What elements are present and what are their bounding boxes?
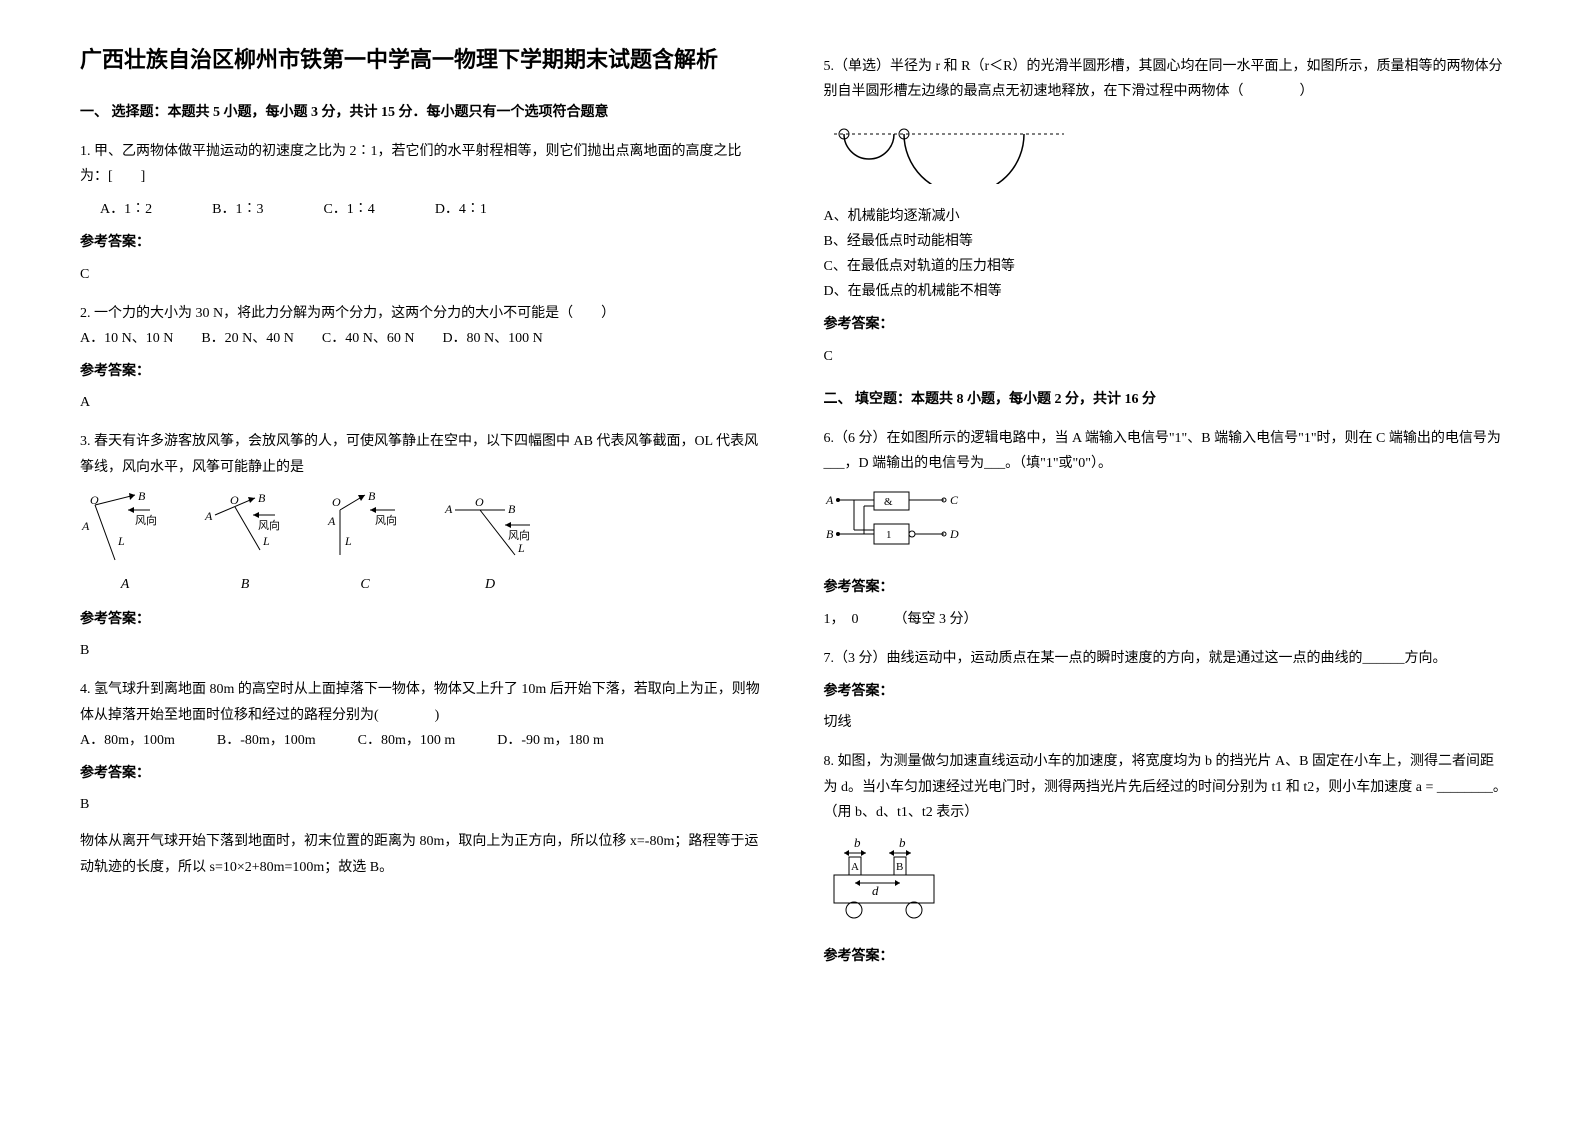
kite-d: A O B 风向 L D: [440, 490, 540, 597]
svg-text:A: A: [825, 493, 834, 507]
question-6: 6.（6 分）在如图所示的逻辑电路中，当 A 端输入电信号"1"、B 端输入电信…: [824, 426, 1508, 632]
q5-opt-c: C、在最低点对轨道的压力相等: [824, 254, 1508, 279]
q5-opt-a: A、机械能均逐渐减小: [824, 204, 1508, 229]
kite-b: O B 风向 A L B: [200, 490, 290, 597]
q5-text: 5.（单选）半径为 r 和 R（r＜R）的光滑半圆形槽，其圆心均在同一水平面上，…: [824, 54, 1508, 104]
q3-text: 3. 春天有许多游客放风筝，会放风筝的人，可使风筝静止在空中，以下四幅图中 AB…: [80, 429, 764, 479]
q4-text: 4. 氢气球升到离地面 80m 的高空时从上面掉落下一物体，物体又上升了 10m…: [80, 677, 764, 727]
q3-ans-label: 参考答案：: [80, 607, 764, 632]
q2-text: 2. 一个力的大小为 30 N，将此力分解为两个分力，这两个分力的大小不可能是（…: [80, 301, 764, 326]
svg-text:A: A: [851, 861, 859, 873]
q3-kite-diagrams: O B 风向 A L A O B: [80, 490, 764, 597]
q2-ans: A: [80, 390, 764, 415]
svg-text:风向: 风向: [375, 513, 397, 527]
svg-text:B: B: [138, 490, 146, 503]
q7-ans-label: 参考答案：: [824, 679, 1508, 704]
q2-ans-label: 参考答案：: [80, 359, 764, 384]
svg-text:风向: 风向: [258, 518, 280, 532]
q4-ans: B: [80, 792, 764, 817]
q1-opt-a: A．1∶2: [100, 197, 152, 222]
question-1: 1. 甲、乙两物体做平抛运动的初速度之比为 2∶1，若它们的水平射程相等，则它们…: [80, 139, 764, 287]
kite-d-svg: A O B 风向 L: [440, 490, 540, 570]
svg-text:B: B: [826, 527, 834, 541]
kite-a: O B 风向 A L A: [80, 490, 170, 597]
svg-text:b: b: [899, 835, 906, 850]
svg-text:d: d: [872, 883, 879, 898]
kite-c: O B 风向 A L C: [320, 490, 410, 597]
kite-d-label: D: [485, 572, 495, 597]
svg-text:&: &: [884, 496, 893, 508]
svg-text:A: A: [81, 519, 90, 533]
q7-text: 7.（3 分）曲线运动中，运动质点在某一点的瞬时速度的方向，就是通过这一点的曲线…: [824, 646, 1508, 671]
q5-opt-d: D、在最低点的机械能不相等: [824, 279, 1508, 304]
q1-text: 1. 甲、乙两物体做平抛运动的初速度之比为 2∶1，若它们的水平射程相等，则它们…: [80, 139, 764, 189]
q6-ans: 1， 0 （每空 3 分）: [824, 607, 1508, 632]
svg-text:L: L: [517, 541, 525, 555]
question-5: 5.（单选）半径为 r 和 R（r＜R）的光滑半圆形槽，其圆心均在同一水平面上，…: [824, 54, 1508, 369]
q5-ans: C: [824, 344, 1508, 369]
q3-ans: B: [80, 638, 764, 663]
q8-diagram: b b A B d: [824, 835, 1508, 934]
svg-text:D: D: [949, 527, 959, 541]
kite-c-svg: O B 风向 A L: [320, 490, 410, 570]
question-4: 4. 氢气球升到离地面 80m 的高空时从上面掉落下一物体，物体又上升了 10m…: [80, 677, 764, 879]
svg-text:L: L: [262, 534, 270, 548]
q1-ans: C: [80, 262, 764, 287]
svg-text:O: O: [475, 495, 484, 509]
q6-diagram: A & C B 1 D: [824, 486, 1508, 565]
q4-ans-label: 参考答案：: [80, 761, 764, 786]
q8-text: 8. 如图，为测量做匀加速直线运动小车的加速度，将宽度均为 b 的挡光片 A、B…: [824, 749, 1508, 825]
svg-text:L: L: [344, 534, 352, 548]
left-column: 广西壮族自治区柳州市铁第一中学高一物理下学期期末试题含解析 一、 选择题：本题共…: [50, 40, 794, 983]
q1-opt-c: C．1∶4: [323, 197, 374, 222]
svg-text:b: b: [854, 835, 861, 850]
kite-b-svg: O B 风向 A L: [200, 490, 290, 570]
q1-ans-label: 参考答案：: [80, 230, 764, 255]
q1-opt-b: B．1∶3: [212, 197, 263, 222]
q7-ans: 切线: [824, 710, 1508, 735]
svg-text:1: 1: [886, 529, 892, 541]
question-2: 2. 一个力的大小为 30 N，将此力分解为两个分力，这两个分力的大小不可能是（…: [80, 301, 764, 416]
q5-opt-b: B、经最低点时动能相等: [824, 229, 1508, 254]
q4-options: A．80m，100m B．-80m，100m C．80m，100 m D．-90…: [80, 728, 764, 753]
page-title: 广西壮族自治区柳州市铁第一中学高一物理下学期期末试题含解析: [80, 40, 764, 80]
q6-ans-label: 参考答案：: [824, 575, 1508, 600]
q5-ans-label: 参考答案：: [824, 312, 1508, 337]
svg-text:B: B: [896, 861, 903, 873]
section-2-head: 二、 填空题：本题共 8 小题，每小题 2 分，共计 16 分: [824, 387, 1508, 412]
svg-text:C: C: [950, 493, 959, 507]
svg-text:L: L: [117, 534, 125, 548]
kite-a-svg: O B 风向 A L: [80, 490, 170, 570]
q6-text: 6.（6 分）在如图所示的逻辑电路中，当 A 端输入电信号"1"、B 端输入电信…: [824, 426, 1508, 476]
svg-text:O: O: [332, 495, 341, 509]
q8-ans-label: 参考答案：: [824, 944, 1508, 969]
q2-options: A．10 N、10 N B．20 N、40 N C．40 N、60 N D．80…: [80, 326, 764, 351]
section-1-head: 一、 选择题：本题共 5 小题，每小题 3 分，共计 15 分．每小题只有一个选…: [80, 100, 764, 125]
svg-text:A: A: [204, 509, 213, 523]
q1-options: A．1∶2 B．1∶3 C．1∶4 D．4∶1: [100, 197, 764, 222]
kite-b-label: B: [241, 572, 250, 597]
question-3: 3. 春天有许多游客放风筝，会放风筝的人，可使风筝静止在空中，以下四幅图中 AB…: [80, 429, 764, 663]
svg-text:O: O: [230, 493, 239, 507]
question-8: 8. 如图，为测量做匀加速直线运动小车的加速度，将宽度均为 b 的挡光片 A、B…: [824, 749, 1508, 969]
question-7: 7.（3 分）曲线运动中，运动质点在某一点的瞬时速度的方向，就是通过这一点的曲线…: [824, 646, 1508, 736]
right-column: 5.（单选）半径为 r 和 R（r＜R）的光滑半圆形槽，其圆心均在同一水平面上，…: [794, 40, 1538, 983]
q5-diagram: [824, 114, 1508, 193]
svg-text:B: B: [368, 490, 376, 503]
svg-text:风向: 风向: [508, 528, 530, 542]
svg-text:B: B: [258, 491, 266, 505]
kite-a-label: A: [121, 572, 130, 597]
q4-explain: 物体从离开气球开始下落到地面时，初末位置的距离为 80m，取向上为正方向，所以位…: [80, 829, 764, 879]
svg-text:风向: 风向: [135, 513, 157, 527]
svg-text:O: O: [90, 493, 99, 507]
kite-c-label: C: [360, 572, 369, 597]
q1-opt-d: D．4∶1: [435, 197, 487, 222]
svg-text:A: A: [327, 514, 336, 528]
svg-text:A: A: [444, 502, 453, 516]
svg-text:B: B: [508, 502, 516, 516]
